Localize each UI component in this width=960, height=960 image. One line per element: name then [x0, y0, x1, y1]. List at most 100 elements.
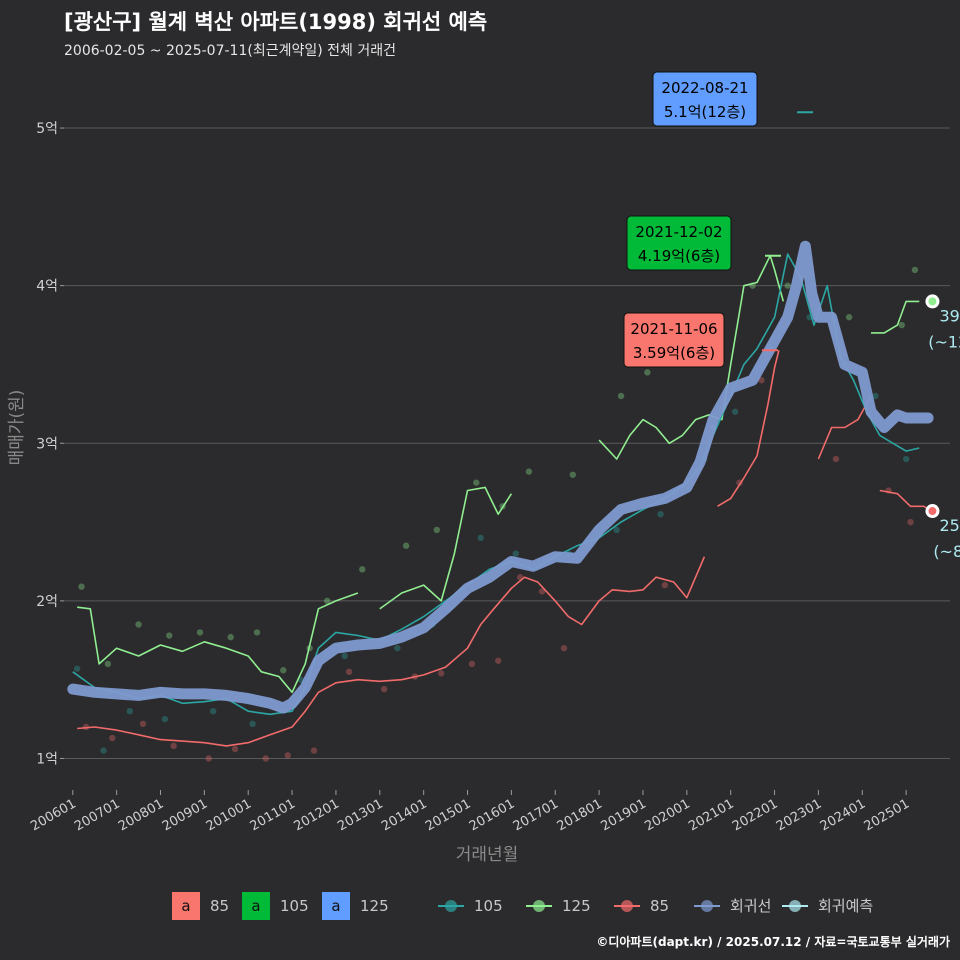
scatter-point-125: [657, 510, 664, 518]
scatter-point-125: [613, 526, 620, 534]
series-line-85: [817, 395, 872, 460]
scatter-point-105: [644, 369, 651, 376]
scatter-point-105: [227, 633, 234, 641]
scatter-point-105: [433, 526, 441, 534]
x-tick-label: 201901: [598, 796, 648, 834]
legend-line-dot: [789, 900, 801, 912]
series-line-125: [72, 253, 920, 716]
scatter-point-85: [560, 644, 568, 652]
y-tick-label: 3억: [36, 436, 58, 452]
x-tick-label: 200701: [72, 796, 122, 834]
scatter-point-85: [205, 755, 212, 762]
legend-line-text: 105: [474, 897, 503, 915]
scatter-point-85: [438, 670, 445, 677]
series-line-85: [77, 556, 706, 747]
legend-key-letter: a: [181, 897, 190, 915]
scatter-point-85: [284, 752, 291, 759]
scatter-point-85: [380, 685, 388, 693]
legend-line-dot: [621, 900, 633, 912]
scatter-point-85: [758, 377, 765, 384]
scatter-point-105: [359, 566, 366, 573]
legend-line-text: 85: [650, 897, 669, 915]
scatter-point-85: [109, 734, 116, 742]
x-tick-label: 201501: [423, 796, 473, 834]
series-line-105: [379, 486, 513, 610]
legend-key-letter: a: [331, 897, 340, 915]
y-tick-label: 4억: [36, 279, 58, 295]
annotation-date: 2021-12-02: [635, 223, 722, 241]
scatter-point-125: [209, 707, 217, 715]
annotation-text: 4.19억(6층): [638, 247, 720, 265]
scatter-point-105: [845, 313, 853, 321]
x-tick-label: 201101: [248, 796, 298, 834]
legend-label-key-85: [172, 892, 200, 920]
chart-title: [광산구] 월계 벽산 아파트(1998) 회귀선 예측: [64, 10, 488, 34]
legend-line-text: 125: [562, 897, 591, 915]
axis-layer: 1억 2억 3억 4억 5억 200601200701200801200901201001…: [7, 121, 912, 865]
scatter-point-125: [249, 720, 256, 728]
legend-line-dot: [533, 900, 545, 912]
legend-line-dot: [445, 900, 457, 912]
series-line-105: [598, 254, 785, 460]
x-tick-label: 202101: [686, 796, 736, 834]
x-tick-label: 202401: [818, 796, 868, 834]
scatter-point-85: [262, 755, 269, 762]
scatter-point-125: [477, 534, 484, 542]
scatter-point-85: [495, 657, 502, 664]
credit-text: ©디아파트(dapt.kr) / 2025.07.12 / 자료=국토교통부 실…: [596, 935, 950, 949]
grid-layer: [64, 127, 950, 759]
scatter-point-85: [170, 742, 177, 750]
legend-label-text: 85: [210, 897, 229, 915]
regression-layer: [67, 240, 934, 714]
scatter-point-125: [902, 455, 910, 463]
x-tick-label: 201401: [379, 796, 429, 834]
scatter-point-85: [310, 747, 318, 754]
legend-line-text: 회귀선: [730, 897, 771, 915]
scatter-point-125: [341, 652, 348, 660]
scatter-point-105: [280, 667, 287, 674]
forecast-area-label: (~125㎡): [928, 332, 960, 351]
scatter-point-85: [139, 720, 147, 728]
forecast-point-125: [928, 297, 937, 306]
scatter-point-105: [78, 583, 85, 590]
scatter-point-125: [731, 408, 739, 415]
scatter-point-85: [345, 668, 353, 675]
forecast-point-85: [928, 507, 937, 516]
regression-line: [67, 240, 934, 714]
scatter-point-105: [569, 471, 576, 478]
annotation-box-125: [652, 71, 758, 127]
scatter-point-105: [898, 321, 905, 329]
series-line-85: [717, 350, 780, 507]
x-tick-label: 200801: [116, 796, 166, 834]
scatter-point-105: [135, 621, 142, 628]
scatter-point-105: [166, 632, 173, 639]
scatter-point-105: [617, 392, 625, 400]
scatter-point-85: [832, 455, 840, 463]
scatter-point-85: [468, 660, 476, 668]
x-tick-label: 201201: [291, 796, 341, 834]
legend-line-text: 회귀예측: [818, 897, 873, 915]
series-lines-layer: [72, 253, 933, 747]
scatter-point-85: [231, 745, 239, 753]
scatter-point-125: [100, 747, 107, 754]
x-tick-label: 201301: [335, 796, 385, 834]
forecast-area-label: (~85㎡): [933, 542, 960, 561]
annotation-box-85: [623, 312, 725, 368]
annotation-text: 5.1억(12층): [664, 103, 746, 121]
legend-key-letter: a: [251, 897, 260, 915]
scatter-point-105: [784, 282, 791, 289]
x-tick-label: 201001: [204, 796, 254, 834]
annotation-layer: 39,000 (~125㎡) 25,700 (~85㎡) 2022-08-21 5.1억(…: [623, 71, 960, 561]
x-tick-label: 201701: [511, 796, 561, 834]
legend-label-key-105: [242, 892, 270, 920]
scatter-point-85: [661, 581, 669, 589]
scatter-point-125: [126, 707, 133, 715]
series-line-105: [77, 592, 359, 694]
x-axis-title: 거래년월: [456, 845, 519, 865]
scatter-point-105: [473, 479, 480, 486]
x-tick-label: 202201: [730, 796, 780, 834]
scatter-points-layer: [73, 266, 919, 762]
annotation-date: 2022-08-21: [661, 79, 748, 97]
legend-line-dot: [701, 900, 713, 912]
